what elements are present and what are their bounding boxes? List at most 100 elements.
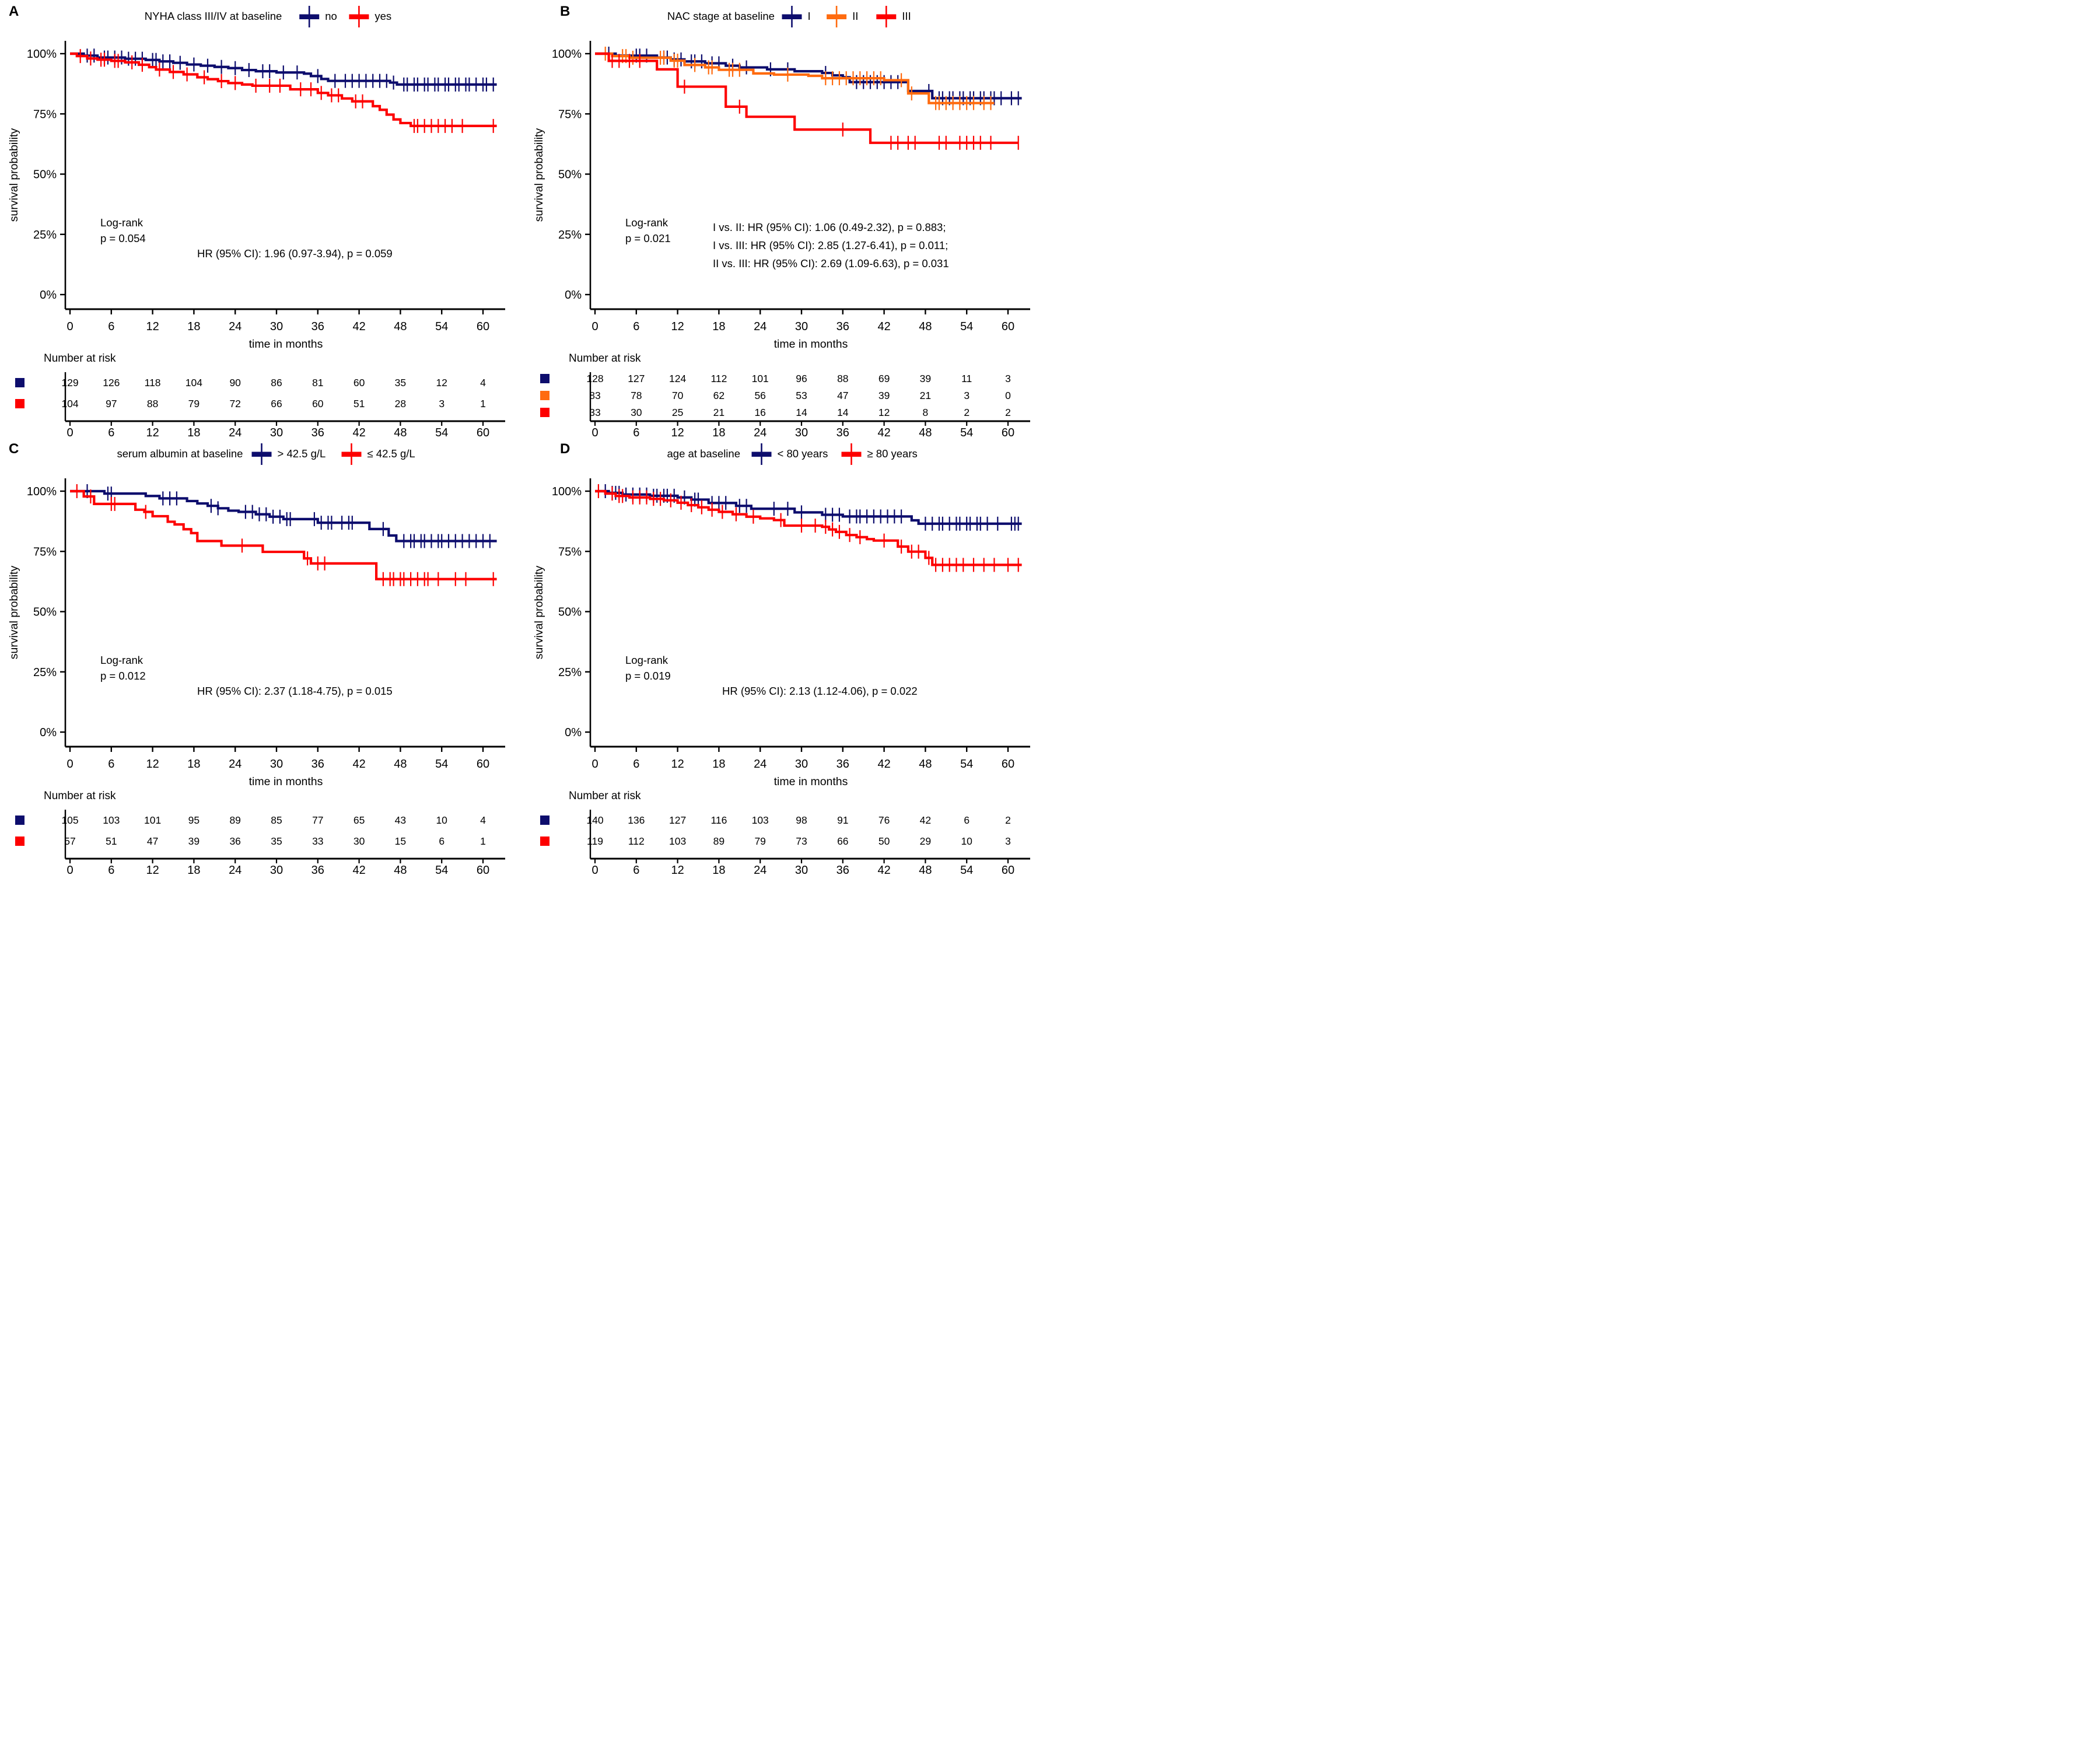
risk-axis-tick-label: 54 [435, 426, 448, 438]
risk-axis-tick-label: 12 [146, 426, 159, 438]
risk-axis-tick-label: 48 [394, 426, 407, 438]
risk-axis-tick-label: 0 [592, 864, 598, 875]
risk-count: 73 [796, 835, 807, 847]
risk-axis-tick-label: 24 [229, 864, 242, 875]
legend-title: NYHA class III/IV at baseline [145, 10, 282, 22]
risk-count: 25 [672, 407, 683, 418]
risk-count: 83 [589, 390, 600, 401]
risk-count: 43 [395, 814, 406, 826]
legend-key-bar-undefined [299, 14, 320, 19]
logrank-annotation: Log-rank [100, 654, 144, 666]
risk-axis-tick-label: 30 [270, 864, 283, 875]
risk-axis-tick-label: 54 [960, 864, 973, 875]
risk-count: 21 [713, 407, 724, 418]
risk-count: 118 [145, 377, 161, 388]
x-tick-label: 60 [1002, 320, 1014, 333]
risk-axis-tick-label: 0 [592, 426, 598, 438]
hr-annotation: HR (95% CI): 1.96 (0.97-3.94), p = 0.059 [197, 247, 393, 260]
legend-label-undefined: no [325, 10, 337, 22]
x-tick-label: 12 [671, 758, 684, 771]
risk-axis-tick-label: 36 [836, 426, 849, 438]
survival-curve-≤ 42.5 g/L [70, 489, 497, 580]
risk-count: 112 [710, 373, 727, 384]
risk-count: 35 [271, 835, 282, 847]
y-tick-label: 75% [33, 545, 57, 558]
risk-count: 35 [395, 377, 406, 388]
risk-count: 8 [923, 407, 929, 418]
legend-title: NAC stage at baseline [667, 10, 775, 22]
risk-count: 70 [672, 390, 684, 401]
y-tick-label: 75% [558, 108, 582, 121]
risk-count: 2 [964, 407, 970, 418]
x-tick-label: 18 [712, 758, 725, 771]
legend-key-bar-undefined [876, 14, 897, 19]
risk-count: 4 [480, 377, 486, 388]
risk-axis-tick-label: 48 [394, 864, 407, 875]
y-axis-title: survival probability [8, 566, 20, 660]
risk-count: 103 [103, 814, 120, 826]
x-tick-label: 36 [312, 320, 324, 333]
y-tick-label: 75% [33, 108, 57, 121]
risk-count: 89 [229, 814, 240, 826]
x-tick-label: 48 [919, 758, 932, 771]
risk-count: 127 [628, 373, 645, 384]
risk-axis-tick-label: 60 [1002, 426, 1014, 438]
risk-count: 3 [439, 398, 444, 410]
risk-row-key-> 42.5 g/L [15, 816, 24, 825]
y-tick-label: 25% [33, 229, 57, 242]
risk-count: 96 [796, 373, 807, 384]
hr-annotation: II vs. III: HR (95% CI): 2.69 (1.09-6.63… [713, 257, 949, 270]
risk-axis-tick-label: 24 [229, 426, 242, 438]
y-tick-label: 0% [565, 289, 582, 302]
risk-count: 95 [188, 814, 200, 826]
risk-count: 42 [920, 814, 931, 826]
y-tick-label: 100% [27, 485, 57, 498]
risk-count: 3 [1005, 835, 1011, 847]
legend-key-bar-undefined [782, 14, 802, 19]
legend-title: serum albumin at baseline [117, 447, 243, 460]
hr-annotation: HR (95% CI): 2.37 (1.18-4.75), p = 0.015 [197, 685, 393, 697]
legend-title: age at baseline [667, 447, 741, 460]
x-tick-label: 60 [1002, 758, 1014, 771]
legend-key-bar-undefined [251, 452, 272, 457]
risk-axis-tick-label: 24 [754, 426, 766, 438]
panel-d-letter: D [560, 441, 570, 457]
logrank-annotation: p = 0.054 [100, 232, 146, 244]
x-tick-label: 6 [108, 758, 114, 771]
logrank-annotation: p = 0.012 [100, 670, 146, 682]
risk-count: 56 [754, 390, 765, 401]
survival-curve-III [595, 52, 1019, 144]
risk-count: 15 [395, 835, 406, 847]
risk-count: 103 [752, 814, 769, 826]
risk-count: 60 [312, 398, 324, 410]
x-tick-label: 60 [477, 758, 489, 771]
x-tick-label: 18 [187, 758, 200, 771]
risk-row-key-≥ 80 years [540, 836, 550, 846]
risk-axis-tick-label: 48 [919, 864, 932, 875]
risk-count: 21 [920, 390, 931, 401]
risk-axis-tick-label: 6 [633, 864, 639, 875]
survival-curve-II [595, 52, 995, 104]
risk-axis-tick-label: 18 [712, 426, 725, 438]
risk-count: 81 [312, 377, 323, 388]
risk-row-key-II [540, 391, 550, 400]
legend-label-undefined: yes [374, 10, 391, 22]
legend-label-undefined: > 42.5 g/L [278, 447, 326, 460]
risk-count: 140 [586, 814, 603, 826]
risk-count: 101 [144, 814, 161, 826]
risk-count: 3 [1005, 373, 1011, 384]
risk-count: 6 [439, 835, 444, 847]
x-tick-label: 24 [229, 758, 242, 771]
panel-c-letter: C [9, 441, 19, 457]
x-tick-label: 6 [108, 320, 114, 333]
x-tick-label: 0 [592, 320, 598, 333]
risk-count: 30 [354, 835, 365, 847]
x-tick-label: 12 [671, 320, 684, 333]
risk-axis-tick-label: 36 [836, 864, 849, 875]
risk-count: 86 [271, 377, 282, 388]
risk-count: 88 [837, 373, 848, 384]
x-tick-label: 18 [187, 320, 200, 333]
y-tick-label: 50% [33, 169, 57, 181]
legend-key-bar-undefined [827, 14, 847, 19]
risk-count: 12 [436, 377, 447, 388]
